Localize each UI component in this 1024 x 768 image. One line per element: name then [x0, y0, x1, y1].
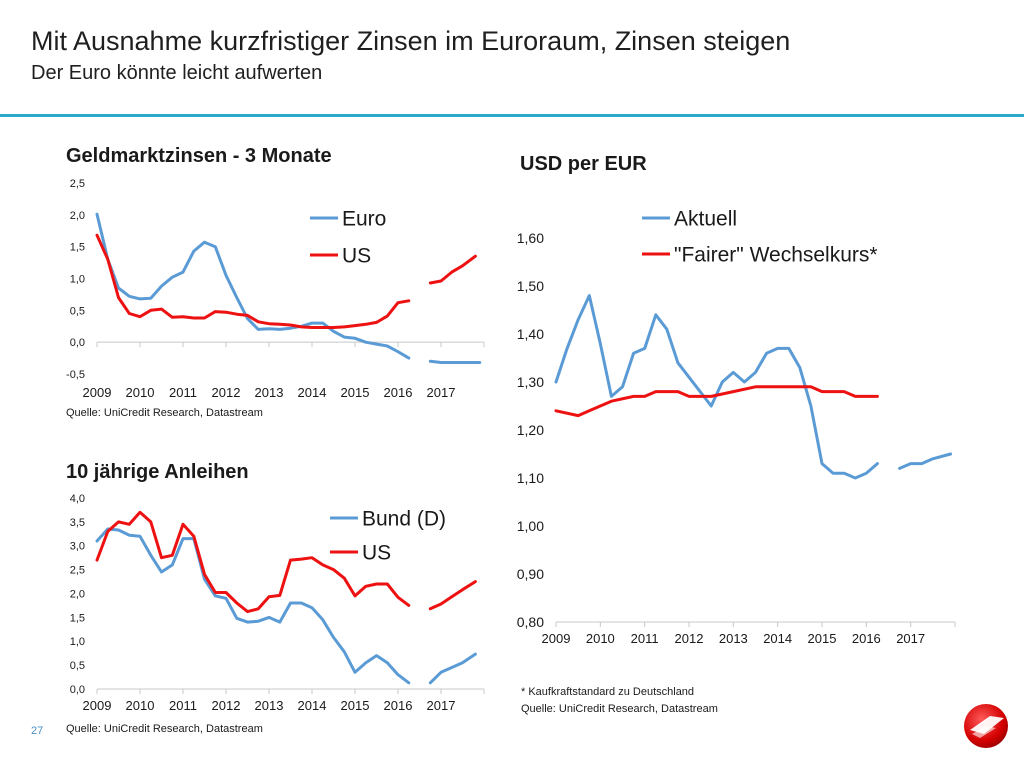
y-tick-label: 0,80: [517, 614, 544, 630]
x-tick-label: 2013: [255, 698, 284, 713]
series-line-red: [428, 254, 477, 285]
series-line-blue: [554, 294, 879, 480]
x-tick-label: 2013: [719, 631, 748, 646]
source-money-market: Quelle: UniCredit Research, Datastream: [66, 407, 263, 419]
y-tick-label: 1,10: [517, 470, 544, 486]
chart-title-bonds: 10 jährige Anleihen: [66, 461, 249, 483]
x-tick-label: 2012: [675, 631, 704, 646]
series-line-red: [428, 580, 477, 611]
y-tick-label: 3,5: [70, 517, 85, 529]
x-tick-label: 2015: [341, 385, 370, 400]
x-tick-label: 2009: [83, 698, 112, 713]
title-divider: [0, 114, 1024, 117]
x-tick-label: 2011: [169, 698, 197, 713]
x-tick-label: 2011: [169, 385, 197, 400]
y-tick-label: 1,0: [70, 636, 85, 648]
chart-title-usd-eur: USD per EUR: [520, 153, 647, 175]
y-tick-label: 2,5: [70, 178, 85, 190]
y-tick-label: 0,0: [70, 684, 85, 696]
x-tick-label: 2017: [427, 698, 456, 713]
series-line-blue: [95, 527, 411, 685]
x-tick-label: 2017: [896, 631, 925, 646]
x-tick-label: 2009: [542, 631, 571, 646]
series-line-red: [95, 510, 411, 614]
series-line-red: [95, 233, 411, 329]
series-line-blue: [95, 212, 411, 360]
x-tick-label: 2010: [126, 385, 155, 400]
x-tick-label: 2010: [126, 698, 155, 713]
legend-label: Euro: [342, 208, 386, 231]
x-tick-label: 2014: [298, 698, 327, 713]
source-bonds: Quelle: UniCredit Research, Datastream: [66, 723, 263, 735]
slide-subtitle: Der Euro könnte leicht aufwerten: [31, 62, 323, 84]
source-usd-eur: Quelle: UniCredit Research, Datastream: [521, 703, 718, 715]
footnote-usd-eur: * Kaufkraftstandard zu Deutschland: [521, 686, 695, 698]
y-tick-label: 1,60: [517, 230, 544, 246]
legend-label: Aktuell: [674, 208, 737, 231]
y-tick-label: -0,5: [66, 369, 85, 381]
money-market-chart: -0,5 0,0 0,5 1,0 1,5 2,0 2,5 2009 2010 2011 2012 20…: [66, 178, 485, 400]
chart-title-money-market: Geldmarktzinsen - 3 Monate: [66, 145, 332, 167]
y-tick-label: 2,0: [70, 588, 85, 600]
y-tick-label: 4,0: [70, 493, 85, 505]
series-line-blue: [898, 452, 953, 470]
legend-label: US: [342, 245, 371, 268]
y-tick-label: 3,0: [70, 541, 85, 553]
x-tick-label: 2009: [83, 385, 112, 400]
legend-label: Bund (D): [362, 508, 446, 531]
y-tick-label: 0,5: [70, 305, 85, 317]
x-tick-label: 2010: [586, 631, 615, 646]
y-tick-label: 1,5: [70, 242, 85, 254]
x-tick-label: 2017: [427, 385, 456, 400]
series-line-blue: [428, 652, 477, 685]
y-tick-label: 0,90: [517, 566, 544, 582]
bond-yield-chart: 0,0 0,5 1,0 1,5 2,0 2,5 3,0 3,5 4,0 2009 2010 2011 2…: [70, 493, 485, 713]
x-tick-label: 2011: [631, 631, 659, 646]
legend-label: "Fairer" Wechselkurs*: [674, 244, 878, 267]
x-tick-label: 2016: [852, 631, 881, 646]
x-tick-label: 2015: [808, 631, 837, 646]
x-tick-label: 2015: [341, 698, 370, 713]
y-tick-label: 1,50: [517, 278, 544, 294]
y-tick-label: 0,0: [70, 337, 85, 349]
x-tick-label: 2012: [212, 385, 241, 400]
y-tick-label: 0,5: [70, 660, 85, 672]
y-tick-label: 1,40: [517, 326, 544, 342]
series-line-blue: [428, 359, 482, 364]
legend-label: US: [362, 542, 391, 565]
y-tick-label: 1,30: [517, 374, 544, 390]
y-tick-label: 2,5: [70, 565, 85, 577]
y-tick-label: 1,5: [70, 612, 85, 624]
x-tick-label: 2013: [255, 385, 284, 400]
y-tick-label: 1,20: [517, 422, 544, 438]
x-tick-label: 2014: [298, 385, 327, 400]
x-tick-label: 2016: [384, 385, 413, 400]
page-number: 27: [31, 725, 44, 737]
y-tick-label: 1,0: [70, 273, 85, 285]
y-tick-label: 1,00: [517, 518, 544, 534]
x-tick-label: 2016: [384, 698, 413, 713]
series-line-red: [554, 385, 879, 418]
x-tick-label: 2014: [763, 631, 792, 646]
x-tick-label: 2012: [212, 698, 241, 713]
y-tick-label: 2,0: [70, 210, 85, 222]
unicredit-logo-icon: [964, 704, 1008, 748]
slide-title: Mit Ausnahme kurzfristiger Zinsen im Eur…: [31, 26, 791, 56]
usd-eur-chart: 0,80 0,90 1,00 1,10 1,20 1,30 1,40 1,50 1,60 2009…: [517, 208, 956, 646]
